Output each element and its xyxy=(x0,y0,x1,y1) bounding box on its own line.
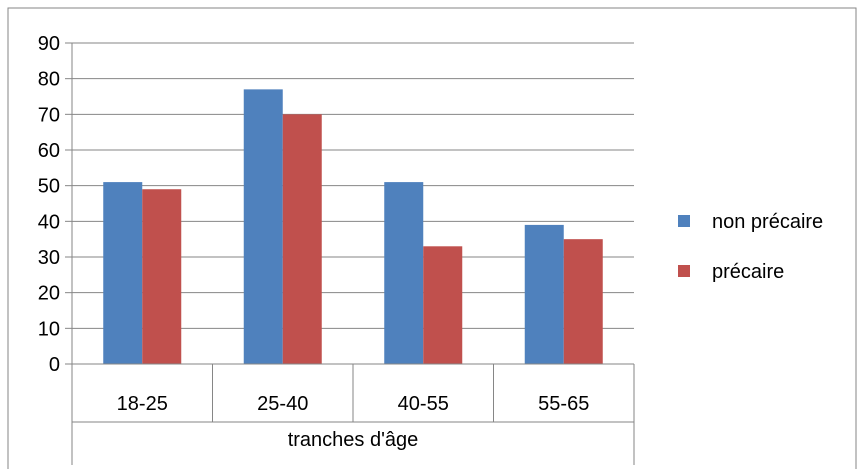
bar-non-precaire xyxy=(103,182,143,364)
y-tick-label: 20 xyxy=(38,283,60,305)
legend-label: précaire xyxy=(712,261,784,283)
x-tick-label: 18-25 xyxy=(117,393,168,415)
y-tick-label: 30 xyxy=(38,247,60,269)
y-tick-label: 0 xyxy=(49,354,60,376)
y-tick-label: 40 xyxy=(38,211,60,233)
bar-non-precaire xyxy=(384,182,424,364)
bar-precaire xyxy=(142,189,182,364)
y-tick-label: 80 xyxy=(38,69,60,91)
y-tick-label: 50 xyxy=(38,176,60,198)
axes: 0 10 20 30 40 50 60 70 80 90 18-25 25-40 40-55 55-65 xyxy=(38,33,635,465)
bar-non-precaire xyxy=(524,224,564,364)
y-tick-label: 60 xyxy=(38,140,60,162)
legend-swatch xyxy=(678,215,690,227)
bar-non-precaire xyxy=(243,89,283,364)
legend-swatch xyxy=(678,265,690,277)
legend-label: non précaire xyxy=(712,211,823,233)
bar-precaire xyxy=(563,239,603,364)
legend: non précaire précaire xyxy=(678,211,823,283)
bar-precaire xyxy=(423,246,463,364)
y-tick-label: 10 xyxy=(38,318,60,340)
x-tick-label: 55-65 xyxy=(538,393,589,415)
x-axis-title: tranches d'âge xyxy=(288,429,419,451)
y-tick-label: 90 xyxy=(38,33,60,55)
bars xyxy=(103,89,603,364)
x-tick-label: 25-40 xyxy=(257,393,308,415)
bar-precaire xyxy=(282,114,322,364)
x-tick-label: 40-55 xyxy=(398,393,449,415)
y-tick-label: 70 xyxy=(38,104,60,126)
